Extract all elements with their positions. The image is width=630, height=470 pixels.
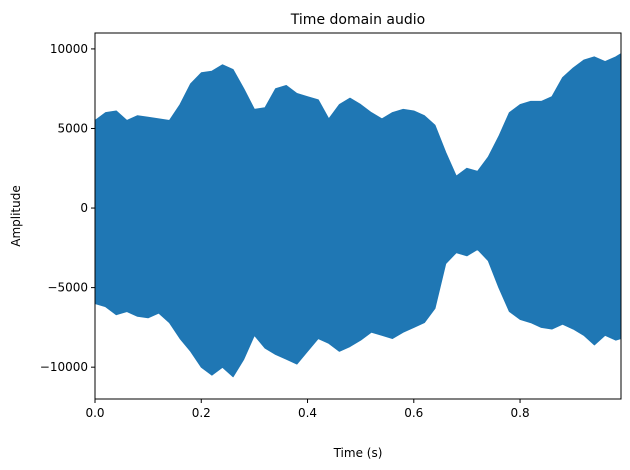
x-axis-label: Time (s) [333, 446, 383, 460]
plot-area [94, 32, 622, 400]
plot-frame [94, 32, 622, 400]
y-axis-label: Amplitude [9, 185, 23, 247]
y-axis: −10000 −5000 0 5000 10000 [40, 42, 95, 374]
y-tick-label: −5000 [47, 281, 88, 295]
y-tick-label: −10000 [40, 360, 88, 374]
x-tick-label: 0.2 [192, 406, 211, 420]
x-axis: 0.0 0.2 0.4 0.6 0.8 [85, 399, 530, 420]
y-tick-label: 0 [80, 201, 88, 215]
x-tick-label: 0.4 [298, 406, 317, 420]
chart-title: Time domain audio [290, 12, 425, 28]
x-tick-label: 0.6 [404, 406, 423, 420]
x-tick-label: 0.0 [85, 406, 104, 420]
y-tick-label: 10000 [50, 42, 88, 56]
y-tick-label: 5000 [57, 121, 88, 135]
x-tick-label: 0.8 [511, 406, 530, 420]
